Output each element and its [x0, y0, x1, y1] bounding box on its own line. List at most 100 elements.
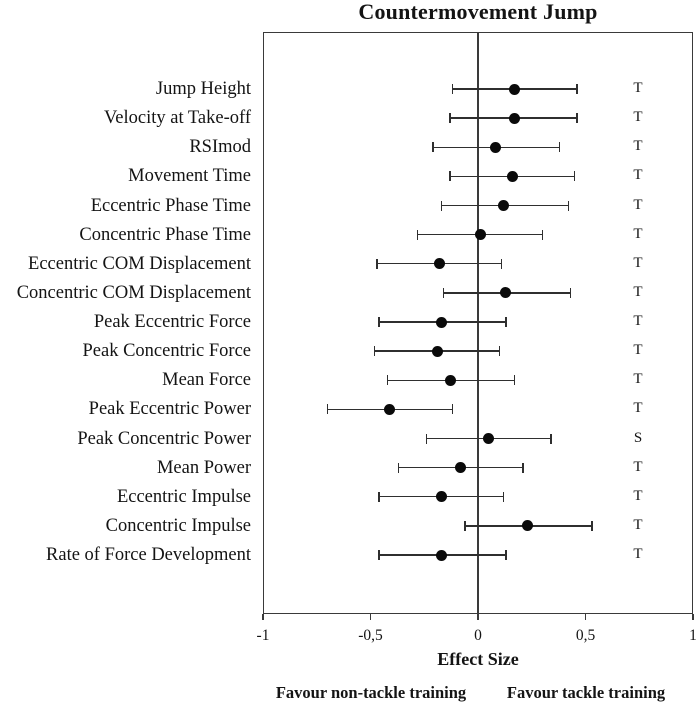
row-label: Mean Force	[162, 370, 251, 391]
x-axis-tick-label: 0,5	[575, 627, 596, 644]
study-type-letter: T	[633, 458, 643, 475]
x-axis-tick-label: 0	[474, 627, 482, 644]
x-axis-tick	[262, 614, 264, 620]
ci-cap-right	[591, 520, 593, 531]
point-estimate-dot	[433, 258, 445, 270]
row-label: Jump Height	[155, 79, 251, 99]
ci-cap-left	[451, 84, 453, 94]
ci-cap-left	[464, 520, 466, 531]
point-estimate-dot	[521, 520, 533, 532]
row-label: Peak Eccentric Power	[88, 399, 251, 420]
figure-title: Countermovement Jump	[358, 0, 598, 24]
ci-cap-right	[505, 550, 507, 560]
ci-cap-left	[442, 287, 445, 298]
study-type-letter: T	[633, 283, 643, 300]
point-estimate-dot	[498, 200, 510, 211]
row-label: Eccentric COM Displacement	[28, 253, 251, 274]
point-estimate-dot	[431, 345, 443, 357]
row-label: Mean Power	[156, 457, 251, 478]
x-axis-tick	[369, 614, 372, 620]
ci-cap-right	[498, 346, 501, 357]
row-label: Eccentric Impulse	[116, 486, 251, 507]
point-estimate-dot	[483, 433, 495, 444]
ci-cap-left	[326, 404, 329, 415]
x-axis-tick	[477, 614, 479, 620]
row-label: Peak Concentric Power	[77, 428, 251, 449]
zero-reference-line	[477, 32, 479, 614]
ci-cap-right	[576, 84, 578, 94]
ci-cap-right	[505, 317, 507, 327]
ci-cap-right	[576, 113, 578, 124]
ci-cap-right	[567, 200, 569, 211]
study-type-letter: T	[633, 109, 643, 126]
x-axis-tick	[692, 614, 694, 620]
x-axis-tick-label: -1	[256, 627, 270, 644]
row-label: Rate of Force Development	[46, 545, 251, 565]
study-type-letter: T	[633, 138, 643, 155]
row-label: Concentric Phase Time	[79, 224, 251, 245]
study-type-letter: T	[633, 371, 643, 388]
ci-cap-left	[378, 491, 380, 502]
study-type-letter: T	[633, 516, 643, 533]
point-estimate-dot	[500, 287, 512, 299]
point-estimate-dot	[474, 229, 486, 241]
ci-cap-right	[574, 171, 576, 182]
ci-cap-right	[503, 491, 505, 502]
row-label: Peak Eccentric Force	[93, 312, 251, 332]
study-type-letter: T	[633, 167, 643, 184]
study-type-letter: T	[633, 225, 643, 242]
ci-cap-left	[449, 113, 451, 124]
point-estimate-dot	[435, 491, 447, 503]
row-label: Concentric Impulse	[105, 515, 251, 536]
study-type-letter: T	[633, 400, 643, 417]
favour-left-annotation: Favour non-tackle training	[275, 683, 467, 702]
point-estimate-dot	[444, 374, 456, 386]
study-type-letter: T	[633, 80, 643, 96]
ci-cap-right	[522, 462, 524, 473]
ci-cap-left	[376, 258, 378, 269]
x-axis-title: Effect Size	[437, 649, 519, 669]
ci-cap-left	[378, 550, 380, 560]
point-estimate-dot	[506, 170, 518, 182]
ci-cap-right	[550, 433, 552, 444]
ci-cap-left	[440, 200, 443, 211]
x-axis-tick-label: 1	[689, 627, 697, 644]
study-type-letter: S	[633, 429, 643, 446]
ci-cap-right	[559, 142, 561, 153]
study-type-letter: T	[633, 487, 643, 504]
point-estimate-dot	[384, 403, 396, 415]
ci-cap-left	[374, 346, 376, 357]
ci-cap-left	[397, 462, 400, 473]
ci-cap-left	[378, 317, 380, 327]
x-axis-tick-label: -0,5	[358, 627, 383, 644]
ci-cap-left	[449, 171, 451, 182]
point-estimate-dot	[435, 549, 447, 561]
study-type-letter: T	[633, 196, 643, 213]
ci-cap-right	[513, 375, 516, 386]
point-estimate-dot	[455, 462, 467, 474]
ci-cap-left	[425, 433, 428, 444]
row-label: RSImod	[189, 137, 251, 158]
point-estimate-dot	[435, 316, 447, 328]
row-label: Velocity at Take-off	[104, 108, 251, 129]
study-type-letter: T	[633, 342, 643, 359]
row-label: Concentric COM Displacement	[16, 282, 251, 303]
ci-cap-left	[417, 229, 419, 240]
favour-right-annotation: Favour tackle training	[506, 683, 666, 702]
point-estimate-dot	[509, 83, 521, 95]
study-type-letter: T	[633, 254, 643, 271]
point-estimate-dot	[489, 141, 501, 153]
study-type-letter: T	[633, 313, 643, 329]
study-type-letter: T	[633, 546, 643, 562]
row-label: Eccentric Phase Time	[90, 195, 251, 216]
x-axis-tick	[584, 614, 587, 620]
ci-cap-right	[451, 404, 453, 415]
row-label: Movement Time	[128, 166, 251, 187]
row-label: Peak Concentric Force	[82, 341, 252, 362]
ci-cap-left	[432, 142, 434, 153]
ci-cap-left	[387, 375, 389, 386]
ci-cap-right	[500, 258, 503, 269]
ci-cap-right	[541, 229, 544, 240]
